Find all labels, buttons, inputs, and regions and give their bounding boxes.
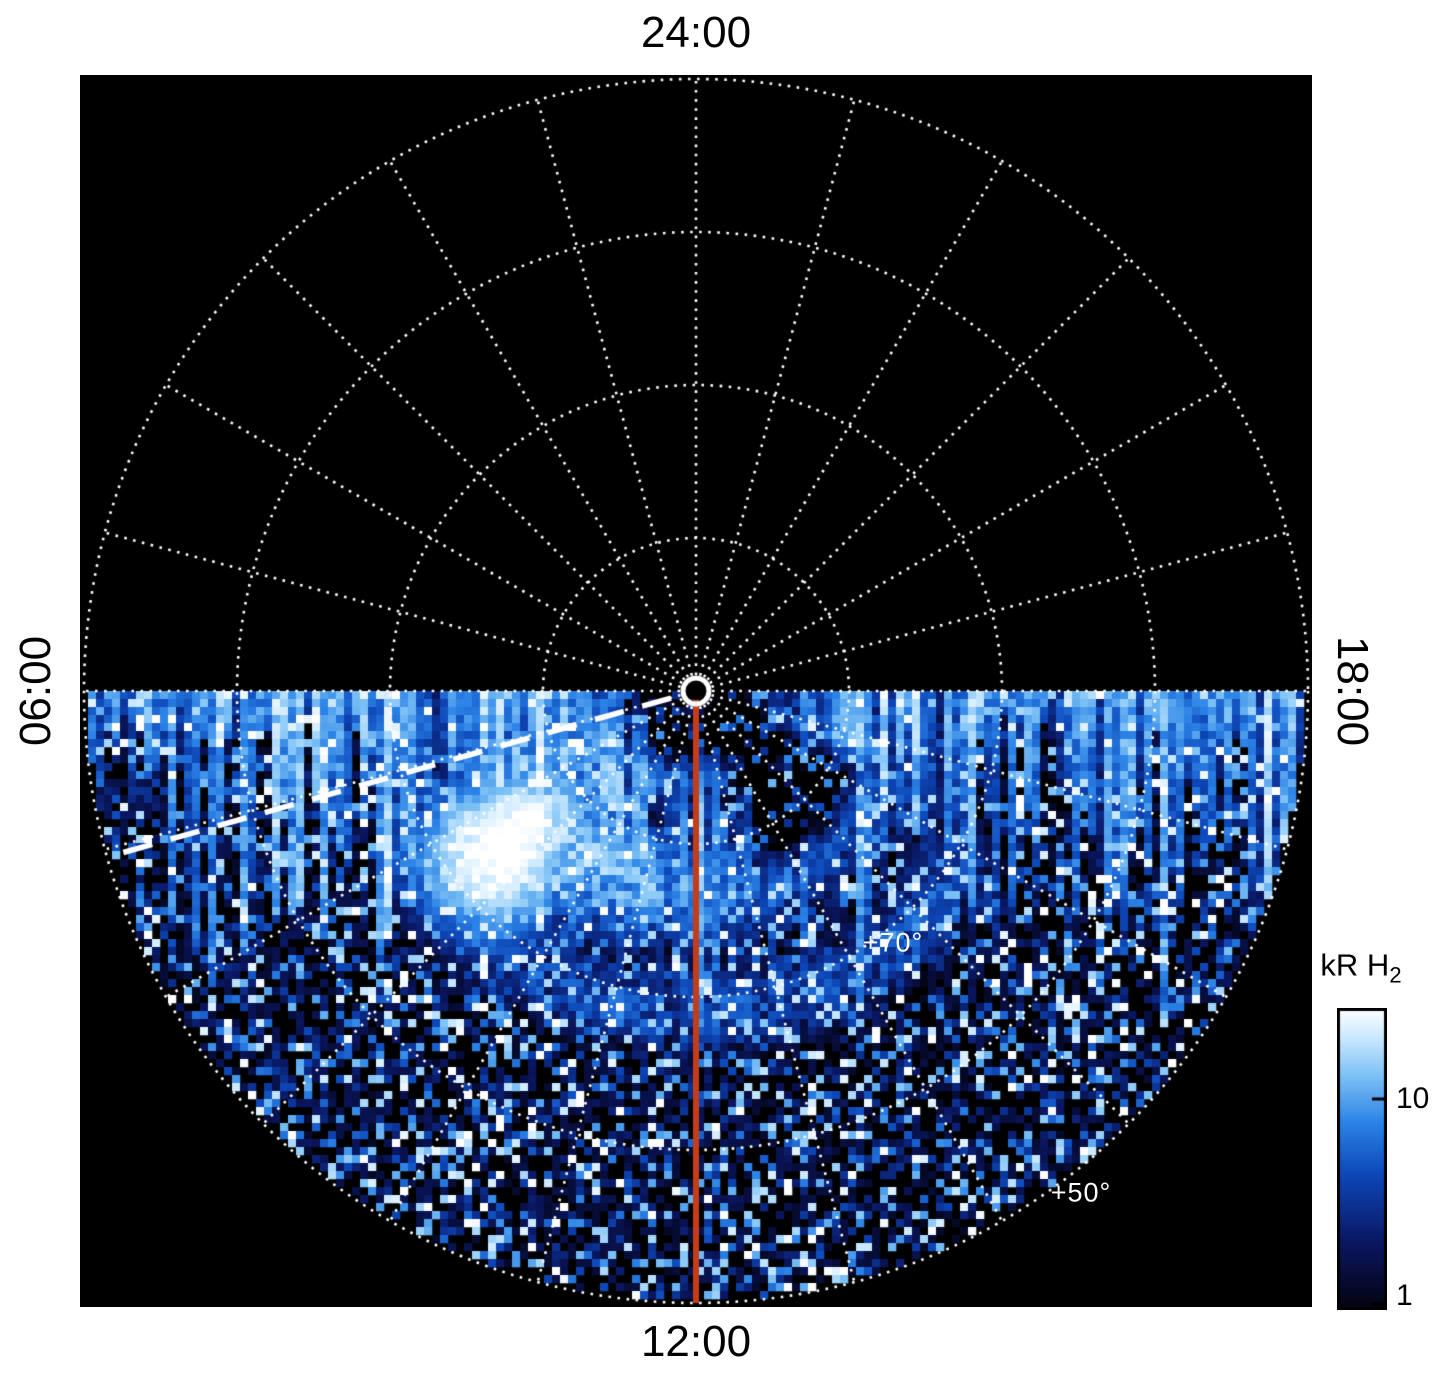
colorbar-title: kR H2 (1320, 947, 1401, 988)
colorbar-canvas (1337, 1008, 1387, 1310)
axis-label-midnight: 24:00 (640, 8, 752, 57)
polar-plot-panel (80, 75, 1312, 1307)
colorbar-tick-label-10: 10 (1396, 1082, 1430, 1115)
axis-label-noon: 12:00 (640, 1317, 752, 1366)
latitude-ring-label-50: +50° (1050, 1177, 1112, 1208)
axis-label-dawn: 06:00 (11, 635, 60, 747)
colorbar-title-subscript: 2 (1389, 962, 1402, 988)
polar-aurora-heatmap-canvas (80, 75, 1312, 1307)
axis-label-dusk: 18:00 (1328, 635, 1377, 747)
colorbar-tick-label-1: 1 (1396, 1279, 1413, 1312)
latitude-ring-label-70: +70° (862, 927, 924, 958)
colorbar-title-main: kR H (1320, 947, 1390, 983)
